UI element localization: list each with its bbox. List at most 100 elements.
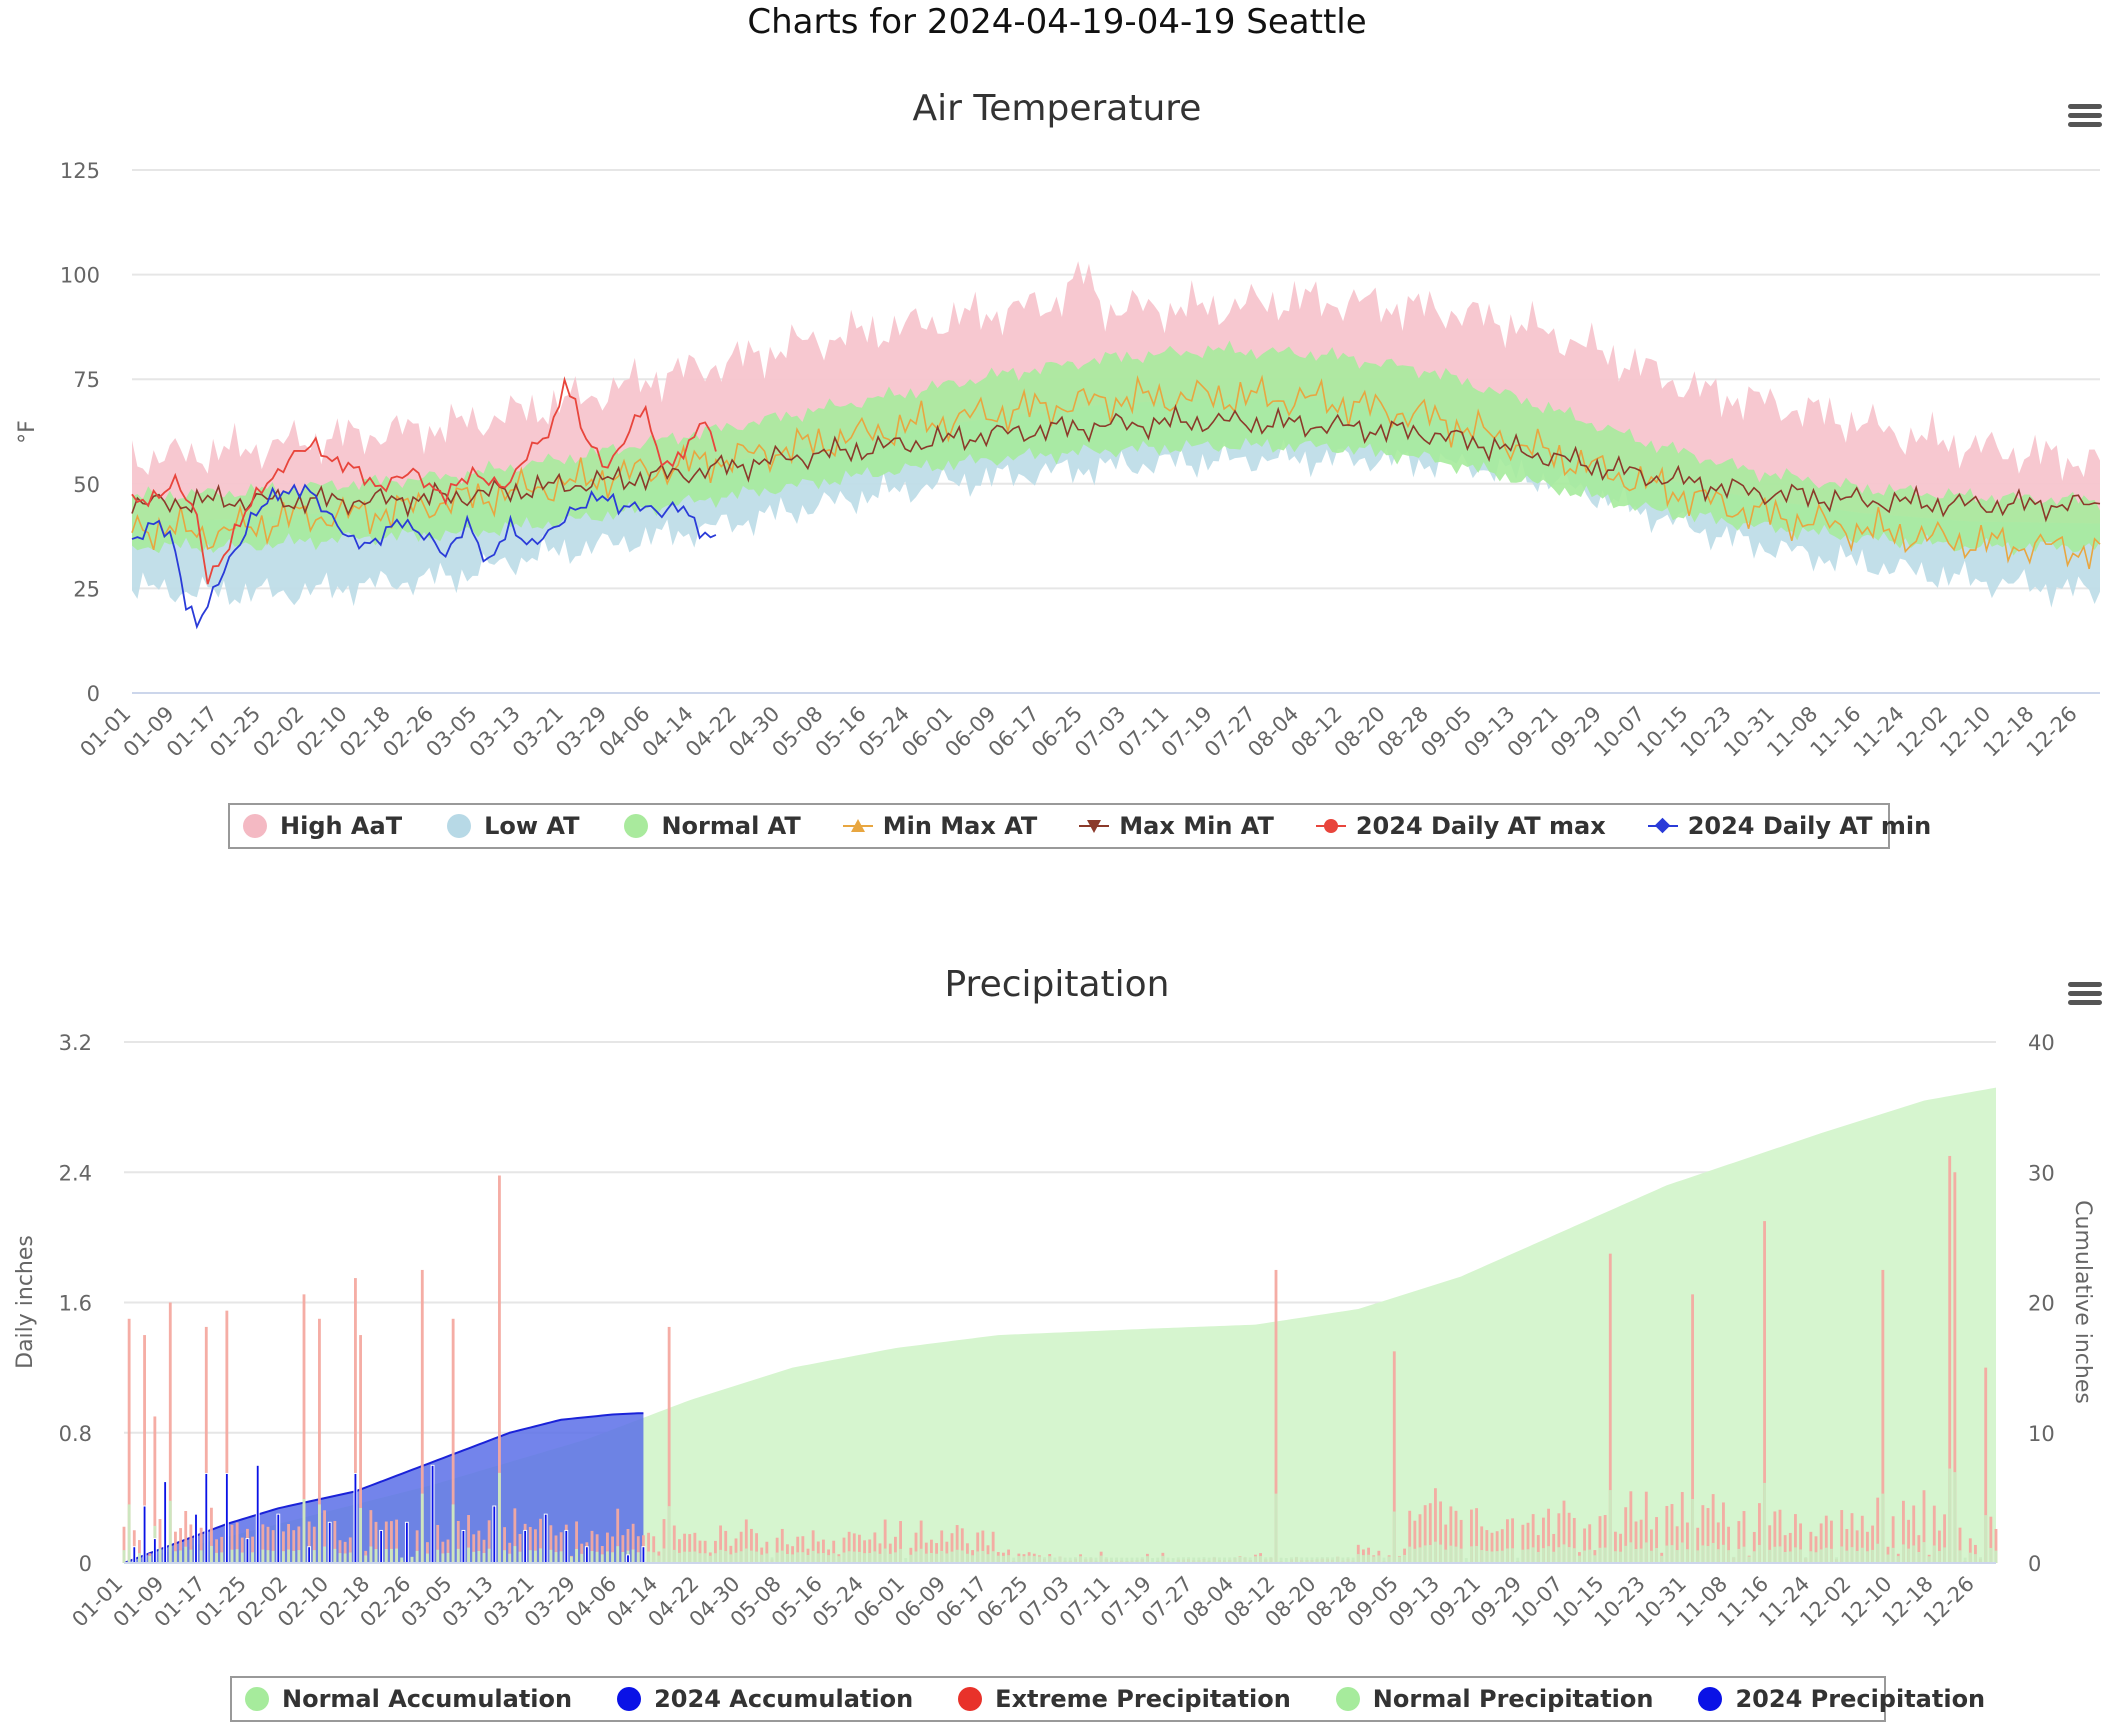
extreme-precip-bar [415,1530,419,1563]
normal-precip-bar [1572,1548,1576,1563]
extreme-precip-bar [678,1539,681,1563]
extreme-precip-bar [1413,1520,1417,1563]
legend-item-2024-accumulation[interactable]: 2024 Accumulation [614,1685,913,1713]
normal-precip-bar [667,1506,671,1563]
extreme-precip-bar [986,1545,990,1563]
normal-precip-bar [1212,1556,1216,1563]
normal-precip-bar [446,1552,450,1563]
normal-precip-bar [940,1550,944,1563]
legend-item-normal-accumulation[interactable]: Normal Accumulation [242,1685,572,1713]
normal-precip-bar [703,1553,707,1563]
extreme-precip-bar [456,1520,460,1563]
temp-chart-menu-icon[interactable] [2068,100,2104,136]
normal-precip-bar [374,1549,378,1563]
extreme-precip-bar [307,1521,311,1563]
legend-item-high-aat[interactable]: High AaT [240,812,402,840]
extreme-precip-bar [590,1530,594,1563]
normal-precip-bar [1002,1555,1005,1563]
extreme-precip-bar [390,1521,393,1563]
legend-symbol-icon [1315,813,1346,839]
extreme-precip-bar [842,1537,846,1563]
normal-precip-bar [837,1556,841,1563]
precip-2024-bar [255,1464,260,1564]
normal-precip-bar [755,1551,758,1563]
extreme-precip-bar [1701,1505,1705,1563]
precip-chart-menu-icon[interactable] [2068,978,2104,1014]
normal-precip-bar [1243,1556,1247,1563]
extreme-precip-bar [1608,1253,1612,1563]
normal-precip-bar [1650,1550,1653,1563]
extreme-precip-bar [919,1520,923,1563]
normal-precip-bar [554,1552,558,1563]
extreme-precip-bar [487,1520,491,1563]
normal-precip-bar [1824,1547,1828,1563]
legend-item-normal-precipitation[interactable]: Normal Precipitation [1333,1685,1653,1713]
normal-precip-bar [950,1551,954,1563]
legend-symbol-icon [444,813,474,839]
normal-precip-bar [1012,1557,1016,1563]
extreme-precip-bar [1912,1505,1916,1563]
normal-precip-bar [1691,1499,1694,1563]
normal-precip-bar [1428,1544,1432,1563]
normal-precip-bar [1639,1548,1643,1563]
normal-precip-bar [487,1548,491,1563]
extreme-precip-bar [1562,1500,1566,1563]
normal-precip-bar [1387,1556,1391,1563]
normal-precip-bar [1166,1557,1170,1563]
normal-precip-bar [1197,1557,1201,1563]
normal-precip-bar [1552,1551,1556,1563]
legend-item-normal-at[interactable]: Normal AT [621,812,801,840]
normal-precip-bar [976,1551,980,1563]
normal-precip-bar [1876,1543,1880,1563]
legend-item-low-at[interactable]: Low AT [444,812,579,840]
normal-precip-bar [1711,1542,1715,1563]
normal-precip-bar [1295,1556,1298,1563]
normal-precip-bar [822,1552,825,1563]
extreme-precip-bar [451,1318,455,1563]
extreme-precip-bar [1711,1494,1715,1563]
extreme-precip-bar [1495,1531,1499,1563]
legend-item-max-min-at[interactable]: Max Min AT [1079,812,1274,840]
normal-precip-bar [930,1552,933,1563]
legend-item-2024-precipitation[interactable]: 2024 Precipitation [1695,1685,1985,1713]
normal-precip-bar [600,1554,604,1563]
normal-precip-bar [122,1550,126,1563]
normal-precip-bar [1367,1554,1370,1563]
extreme-precip-bar [1634,1521,1638,1563]
y-tick-label: 2.4 [59,1161,92,1185]
normal-precip-bar [1979,1557,1982,1563]
normal-precip-bar [179,1550,182,1563]
normal-precip-bar [1068,1557,1072,1563]
extreme-precip-bar [1650,1529,1653,1563]
extreme-precip-bar [1449,1506,1453,1563]
precip-2024-bar [204,1472,209,1564]
normal-precip-bar [1675,1550,1679,1563]
normal-precip-bar [1007,1555,1010,1563]
y-tick-label: 25 [73,577,100,601]
max-min-at-line [131,404,2101,523]
normal-precip-bar [482,1553,486,1563]
legend-item-min-max-at[interactable]: Min Max AT [842,812,1037,840]
normal-precip-bar [518,1551,522,1563]
normal-precip-bar [832,1553,836,1563]
normal-precip-bar [1742,1546,1746,1563]
legend-item-2024-daily-at-max[interactable]: 2024 Daily AT max [1315,812,1606,840]
normal-precip-bar [1758,1544,1761,1563]
extreme-precip-bar [312,1526,316,1563]
normal-precip-bar [1891,1547,1895,1563]
normal-precip-bar [616,1546,620,1563]
normal-precip-bar [1958,1550,1962,1563]
normal-precip-bar [199,1550,203,1563]
legend-item-2024-daily-at-min[interactable]: 2024 Daily AT min [1647,812,1931,840]
extreme-precip-bar [1922,1490,1926,1563]
normal-precip-bar [1578,1555,1581,1563]
extreme-precip-bar [662,1519,666,1563]
normal-precip-bar [631,1549,635,1563]
legend-item-extreme-precipitation[interactable]: Extreme Precipitation [955,1685,1291,1713]
normal-precip-bar [1423,1545,1427,1563]
extreme-precip-bar [1670,1504,1674,1563]
normal-precip-bar [1536,1551,1540,1563]
normal-precip-bar [1444,1549,1448,1563]
normal-precip-bar [570,1556,573,1563]
extreme-precip-bar [1644,1491,1648,1563]
